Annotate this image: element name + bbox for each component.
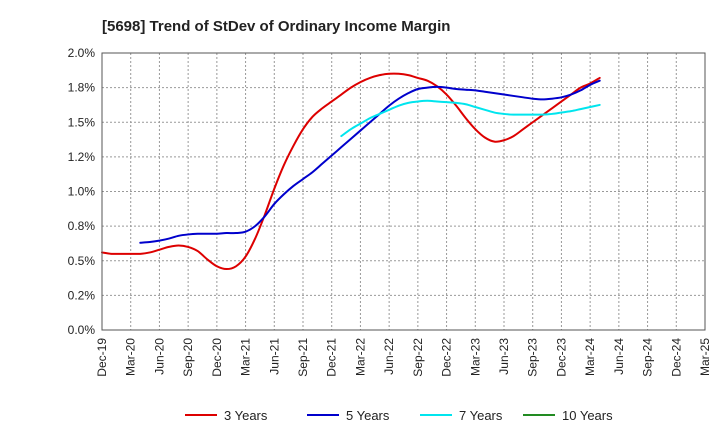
series-layer [101,72,601,271]
series-line-3 [340,99,601,138]
chart-title: [5698] Trend of StDev of Ordinary Income… [102,18,450,35]
x-tick-label: Dec-22 [440,338,454,377]
legend-label-1: 3 Years [224,408,268,423]
x-tick-label: Dec-24 [669,338,683,377]
y-tick-label: 0.0% [68,323,96,337]
x-tick-label: Jun-23 [497,338,511,375]
y-tick-label: 1.0% [68,185,96,199]
x-tick-label: Dec-23 [554,338,568,377]
x-tick-label: Mar-23 [468,338,482,376]
legend-label-4: 10 Years [562,408,613,423]
y-tick-label: 1.5% [68,115,96,129]
x-tick-label: Mar-20 [124,338,138,376]
y-tick-label: 0.2% [68,288,96,302]
x-tick-label: Mar-22 [353,338,367,376]
x-tick-label: Mar-21 [239,338,253,376]
x-tick-label: Jun-24 [612,338,626,375]
series-line-2 [139,79,601,244]
x-tick-label: Jun-22 [382,338,396,375]
x-tick-label: Sep-21 [296,338,310,377]
legend-label-3: 7 Years [459,408,503,423]
x-tick-label: Dec-21 [325,338,339,377]
x-tick-label: Sep-22 [411,338,425,377]
plot-frame [101,52,706,331]
x-tick-label: Sep-24 [641,338,655,377]
y-tick-label: 1.8% [68,81,96,95]
y-tick-label: 0.5% [68,254,96,268]
x-tick-label: Jun-21 [267,338,281,375]
grid [102,53,705,330]
y-axis-ticks: 0.0% 0.2% 0.5% 0.8% 1.0% 1.2% 1.5% 1.8% 2.0% [68,46,96,337]
series-line-1 [101,72,601,271]
x-axis-ticks: Dec-19 Mar-20 Jun-20 Sep-20 Dec-20 Mar-21 Jun-… [95,338,712,377]
y-tick-label: 0.8% [68,219,96,233]
x-tick-label: Dec-19 [95,338,109,377]
x-tick-label: Sep-20 [181,338,195,377]
x-tick-label: Dec-20 [210,338,224,377]
y-tick-label: 2.0% [68,46,96,60]
x-tick-label: Jun-20 [152,338,166,375]
legend: 3 Years 5 Years 7 Years 10 Years [185,408,613,423]
x-tick-label: Mar-25 [698,338,712,376]
y-tick-label: 1.2% [68,150,96,164]
legend-label-2: 5 Years [346,408,390,423]
x-tick-label: Mar-24 [583,338,597,376]
x-tick-label: Sep-23 [526,338,540,377]
